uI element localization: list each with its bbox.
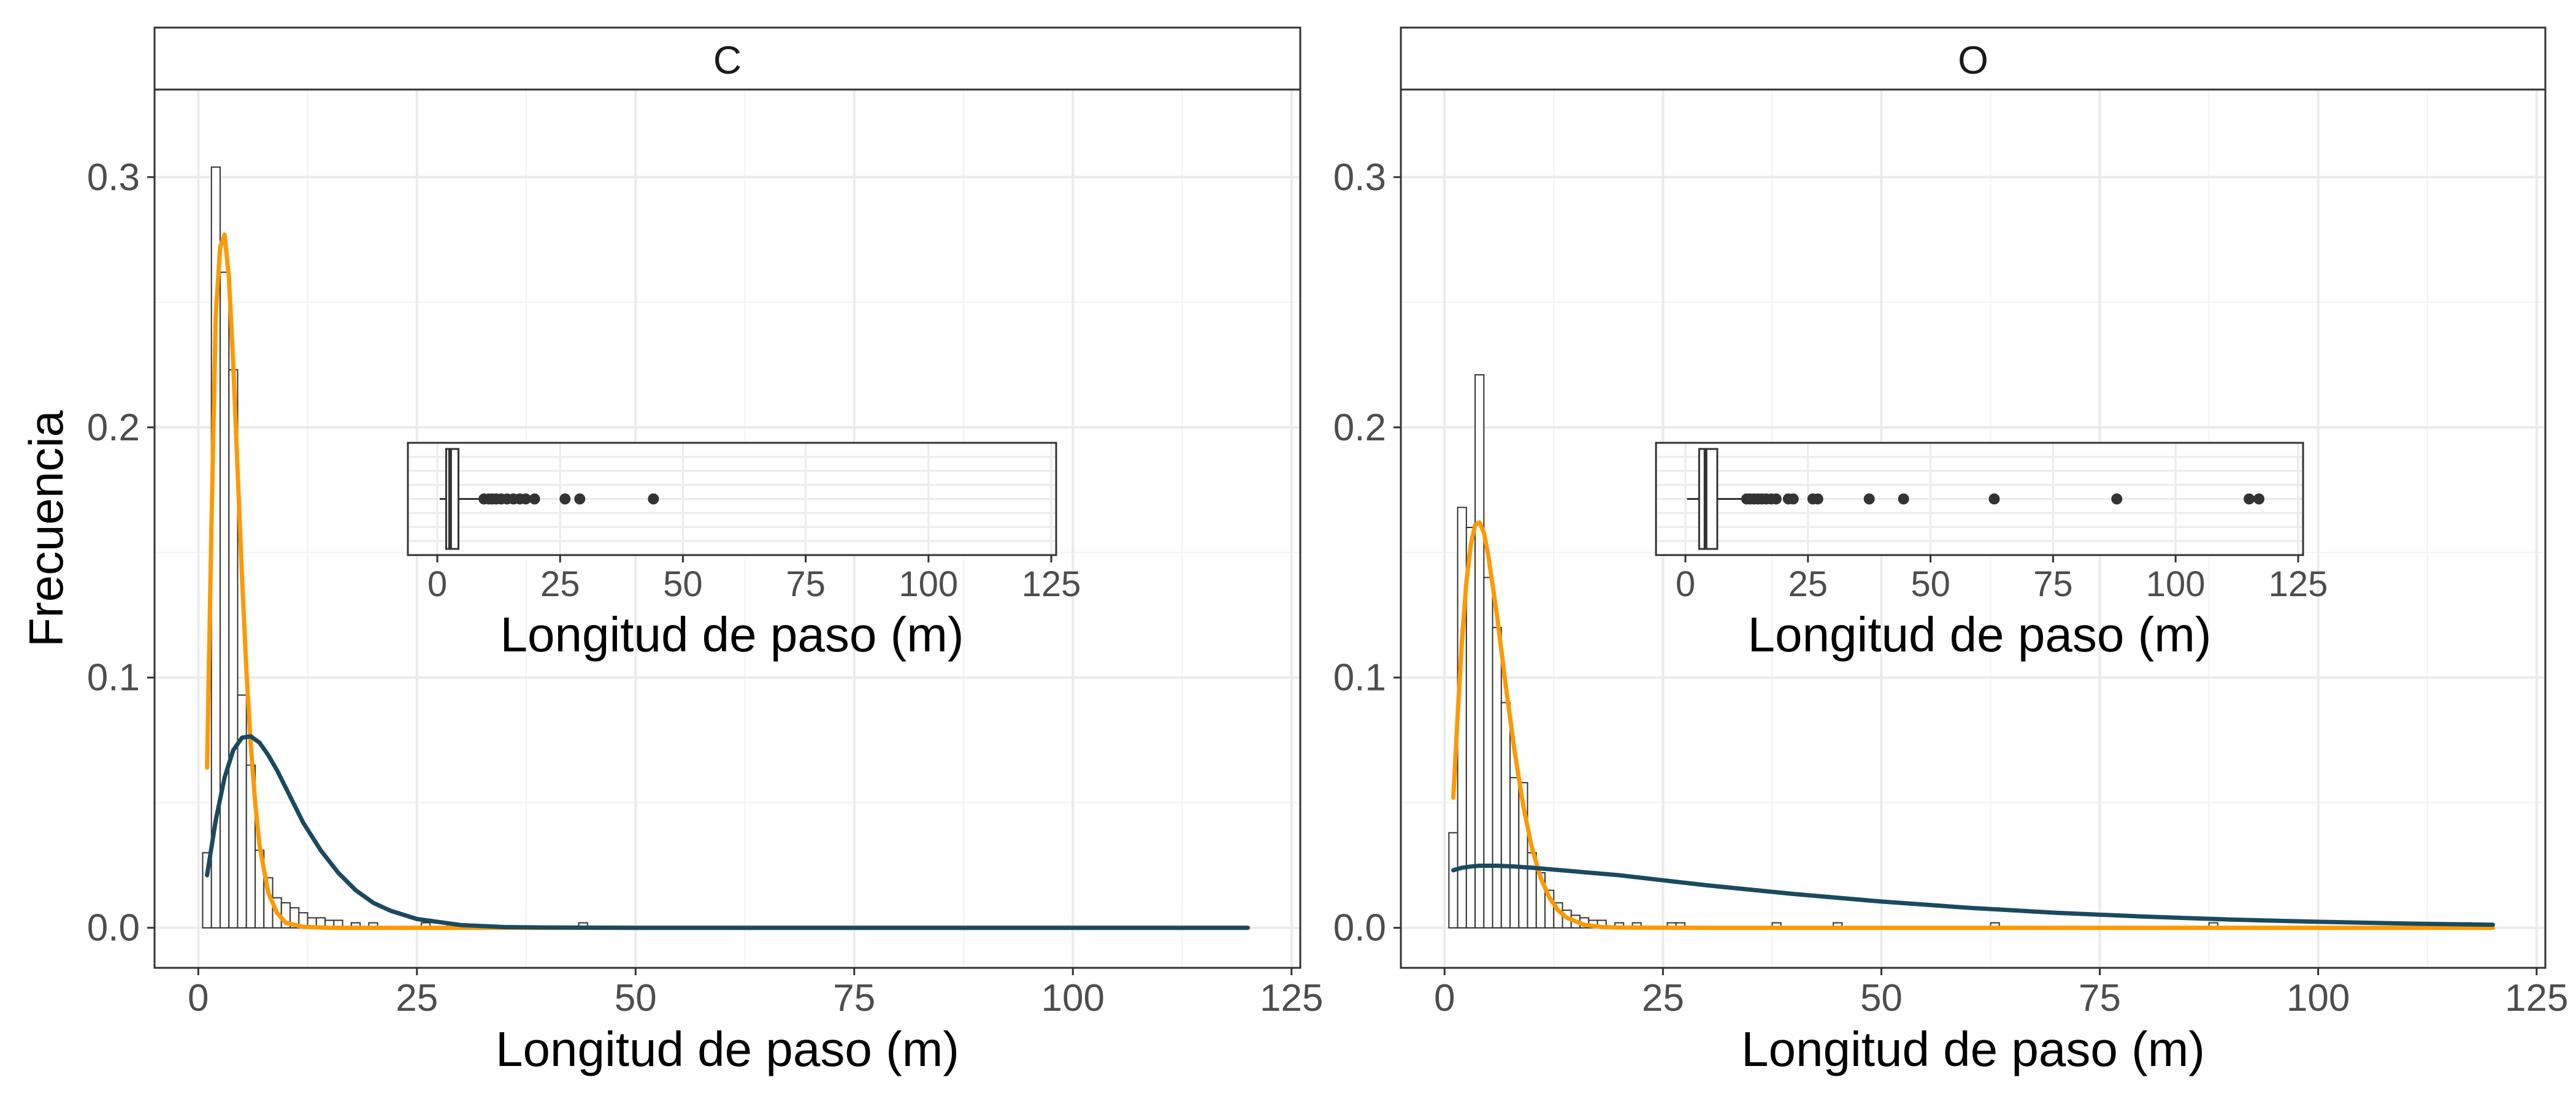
x-tick-label: 100 [1041,977,1105,1019]
inset-tick-label: 75 [2033,564,2073,604]
x-tick-label: 50 [1860,977,1903,1019]
box-outlier [1812,493,1823,505]
box-outlier [1787,493,1799,505]
facet-strip [153,26,1301,91]
box-outlier [1863,493,1875,505]
inset-tick-label: 50 [663,564,703,604]
inset-boxplot: 0 25 50 75 100 125 Longitud de paso (m) [1655,442,2328,662]
facet-strip [1400,26,2547,91]
x-axis-title: Longitud de paso (m) [496,1022,959,1076]
histogram-bar [1500,702,1511,929]
y-tick-label: 0.1 [87,657,140,699]
x-axis-title: Longitud de paso (m) [1741,1022,2205,1076]
inset-tick-label: 100 [899,564,958,604]
panels: 0 25 50 75 100 125 Longitud de paso (m) C 0.0 0.1… [87,26,2568,1076]
facet-label: O [1958,38,1988,82]
box-outlier [1898,493,1909,505]
panel-c: 0 25 50 75 100 125 Longitud de paso (m) C 0.0 0.1… [87,26,1323,1076]
histogram-bar [1448,832,1459,929]
inset-border [1655,442,2304,556]
inset-x-axis-title: Longitud de paso (m) [500,607,964,662]
histogram-bar [1509,776,1520,929]
density-curve-orange [1451,520,2495,930]
x-tick-label: 125 [2505,977,2568,1019]
y-tick-label: 0.0 [1333,907,1386,949]
inset-tick-label: 125 [1022,564,1081,604]
density-curve-navy [205,734,1250,930]
box-outlier [520,493,532,505]
x-tick-label: 75 [2079,977,2121,1019]
box-outlier [1988,493,2000,505]
inset-tick-label: 50 [1911,564,1950,604]
histogram-bar [219,271,230,929]
inset-tick-label: 25 [540,564,580,604]
density-curve-navy [1451,864,2495,927]
box-outlier [559,493,571,505]
inset-boxplot: 0 25 50 75 100 125 Longitud de paso (m) [407,442,1081,662]
box-outlier [1770,493,1782,505]
inset-tick-label: 125 [2269,564,2328,604]
y-tick-label: 0.3 [1333,156,1386,199]
histogram-bar [1474,374,1485,929]
x-tick-label: 100 [2287,977,2350,1019]
histogram-bar [1492,627,1502,929]
inset-tick-label: 75 [786,564,826,604]
x-tick-label: 75 [833,977,875,1019]
density-curve-orange [205,232,1250,930]
grid-lines [1401,90,2545,968]
x-tick-label: 0 [1434,977,1455,1019]
inset-tick-label: 0 [1676,564,1695,604]
histogram-bar [237,694,247,929]
box-outlier [2111,493,2123,505]
box-outlier [574,493,586,505]
box-outlier [648,493,659,505]
box-outlier [2253,493,2265,505]
x-tick-label: 0 [188,977,209,1019]
y-axis-title: Frecuencia [19,410,73,646]
histogram-bar [1483,577,1493,929]
inset-tick-label: 100 [2146,564,2206,604]
box-iqr [1698,448,1719,550]
panel-o: 0 25 50 75 100 125 Longitud de paso (m) O 0.0 0.1… [1333,26,2568,1076]
inset-x-axis-title: Longitud de paso (m) [1747,607,2211,662]
inset-tick-label: 0 [427,564,447,604]
y-tick-label: 0.2 [1333,407,1386,449]
x-tick-label: 125 [1260,977,1323,1019]
y-tick-label: 0.2 [87,407,140,449]
box-outlier [529,493,540,505]
y-tick-label: 0.3 [87,156,140,199]
facet-label: C [713,38,742,82]
inset-border [407,442,1057,556]
x-tick-label: 50 [615,977,657,1019]
box-outlier [2244,493,2255,505]
box-iqr [445,448,459,550]
x-tick-label: 25 [1642,977,1684,1019]
x-tick-label: 25 [396,977,438,1019]
inset-tick-label: 25 [1788,564,1828,604]
y-tick-label: 0.0 [87,907,140,949]
y-tick-label: 0.1 [1333,657,1386,699]
